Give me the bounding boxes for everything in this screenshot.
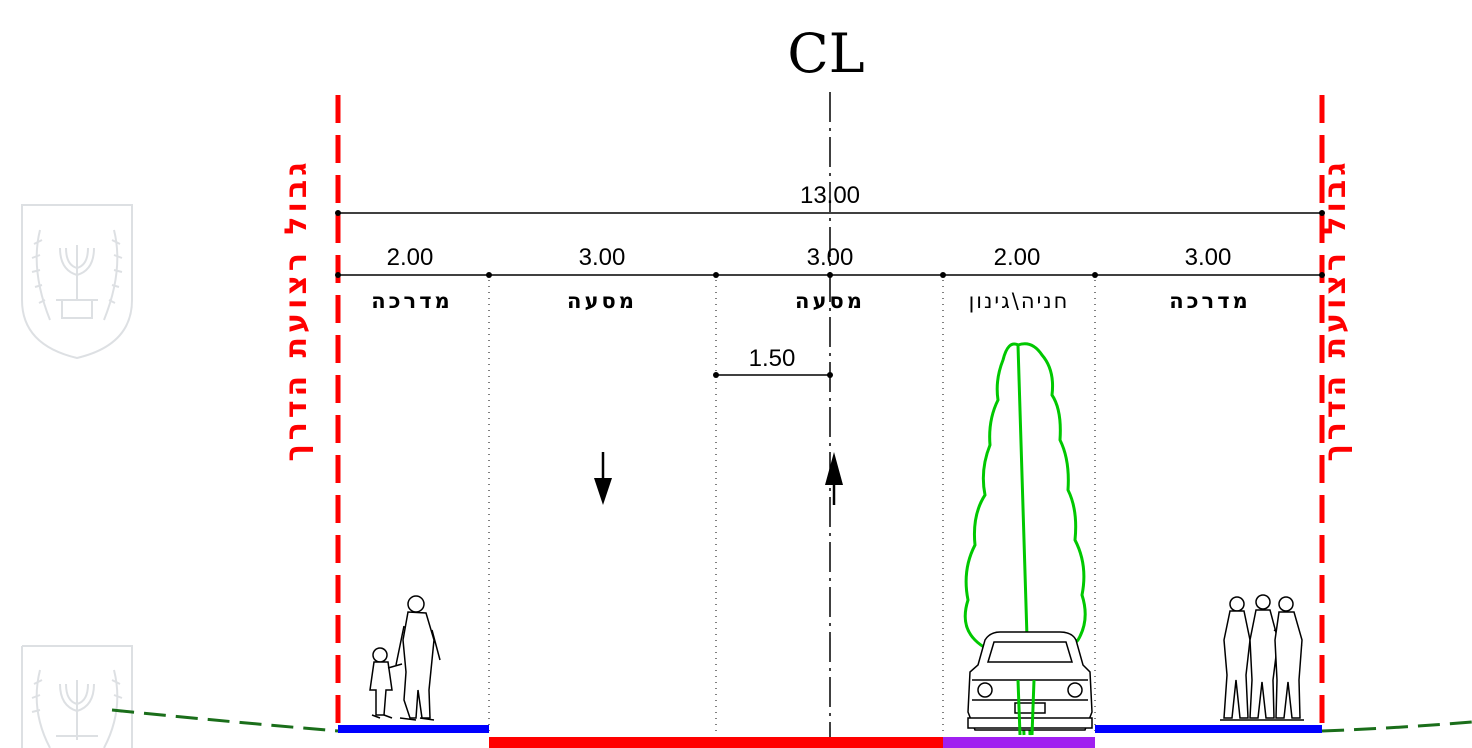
right-lane-width: 3.00 <box>807 244 854 271</box>
emblem-watermark-icon <box>21 645 133 748</box>
left-sidewalk-label: מדרכה <box>371 289 453 313</box>
left-boundary-label: גבול רצועת הדרך <box>279 158 314 461</box>
left-lane-width: 3.00 <box>579 244 626 271</box>
left-sidewalk-width: 2.00 <box>387 244 434 271</box>
centerline-symbol: CL <box>787 22 864 85</box>
right-boundary-label: גבול רצועת הדרך <box>1318 158 1353 461</box>
left-sidewalk-surface <box>338 725 489 733</box>
pedestrians-group-icon <box>1220 594 1304 721</box>
right-lane-label: מסעה <box>795 289 865 313</box>
half-width-dimension: 1.50 <box>713 345 833 378</box>
emblem-watermark-icon <box>21 204 133 360</box>
segment-dimension-line <box>335 272 1325 278</box>
ground-line-right <box>1321 720 1472 733</box>
right-sidewalk-width: 3.00 <box>1185 244 1232 271</box>
ground-line-left <box>111 708 339 733</box>
parking-planting-surface <box>943 737 1095 748</box>
right-sidewalk-label: מדרכה <box>1169 289 1251 313</box>
parking-planting-label: חניה\גינון <box>969 289 1070 313</box>
total-width-value: 13.00 <box>800 182 860 209</box>
car-front-icon <box>967 631 1093 731</box>
parking-planting-width: 2.00 <box>994 244 1041 271</box>
up-arrow-icon <box>825 452 843 505</box>
tree-trunk <box>1016 679 1036 736</box>
left-lane-label: מסעה <box>567 289 637 313</box>
pedestrians-adult-child-icon <box>369 595 441 721</box>
roadway-surface <box>489 737 943 748</box>
total-width-dimension: 13.00 <box>335 182 1325 216</box>
down-arrow-icon <box>594 452 612 505</box>
half-width-value: 1.50 <box>749 345 796 372</box>
right-sidewalk-surface <box>1095 725 1322 733</box>
